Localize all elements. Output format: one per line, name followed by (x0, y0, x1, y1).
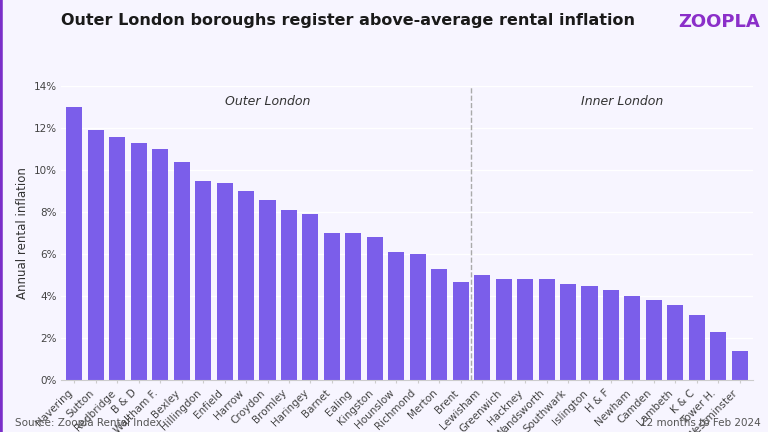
Bar (538, 280, 554, 380)
Bar (281, 210, 297, 380)
Text: Outer London: Outer London (225, 95, 310, 108)
Bar (324, 233, 340, 380)
Y-axis label: Annual rental inflation: Annual rental inflation (16, 167, 29, 299)
Text: Source: Zoopla Rental Index: Source: Zoopla Rental Index (15, 418, 162, 428)
Bar (367, 238, 383, 380)
Bar (560, 284, 576, 380)
Bar (689, 315, 705, 380)
Bar (603, 290, 619, 380)
Bar (452, 282, 468, 380)
Bar (474, 275, 490, 380)
Bar (624, 296, 641, 380)
Bar (667, 305, 684, 380)
Bar (195, 181, 211, 380)
Bar (109, 137, 125, 380)
Text: 12 months to Feb 2024: 12 months to Feb 2024 (640, 418, 760, 428)
Bar (217, 183, 233, 380)
Bar (131, 143, 147, 380)
Bar (646, 300, 662, 380)
Text: Outer London boroughs register above-average rental inflation: Outer London boroughs register above-ave… (61, 13, 635, 28)
Bar (517, 280, 533, 380)
Bar (581, 286, 598, 380)
Bar (174, 162, 190, 380)
Bar (346, 233, 362, 380)
Bar (409, 254, 425, 380)
Bar (732, 351, 748, 380)
Bar (710, 332, 727, 380)
Bar (88, 130, 104, 380)
Text: ZOOPLA: ZOOPLA (679, 13, 760, 31)
Bar (238, 191, 254, 380)
Bar (431, 269, 447, 380)
Bar (389, 252, 405, 380)
Bar (260, 200, 276, 380)
Bar (66, 108, 82, 380)
Bar (495, 280, 511, 380)
Bar (152, 149, 168, 380)
Text: Inner London: Inner London (581, 95, 663, 108)
Bar (303, 214, 319, 380)
